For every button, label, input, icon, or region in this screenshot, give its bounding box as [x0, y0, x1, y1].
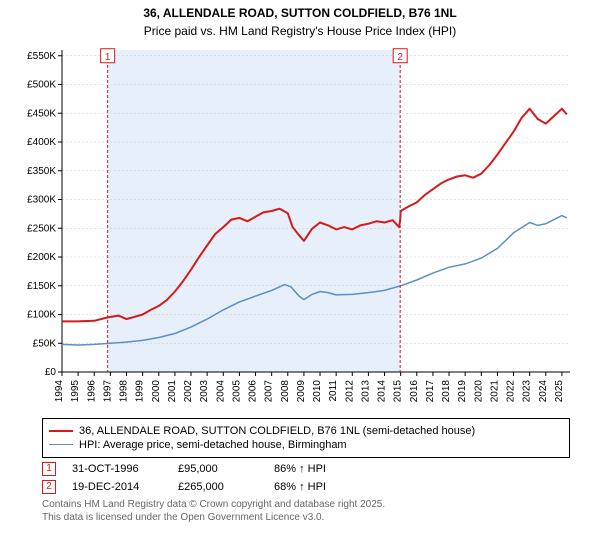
svg-text:£50K: £50K [33, 338, 57, 349]
svg-text:2001: 2001 [167, 379, 178, 402]
datapoint-marker: 1 [42, 462, 56, 476]
datapoint-marker: 2 [42, 480, 56, 494]
chart-svg: £0 £50K £100K £150K £200K £250K £300K £350K £400… [20, 42, 580, 412]
svg-text:2024: 2024 [538, 379, 549, 402]
footer-line1: Contains HM Land Registry data © Crown c… [42, 498, 570, 511]
legend-label: HPI: Average price, semi-detached house,… [79, 439, 347, 451]
footer: Contains HM Land Registry data © Crown c… [42, 498, 570, 524]
chart-container: 36, ALLENDALE ROAD, SUTTON COLDFIELD, B7… [0, 0, 600, 560]
legend-item: 36, ALLENDALE ROAD, SUTTON COLDFIELD, B7… [49, 425, 563, 437]
svg-text:2020: 2020 [473, 379, 484, 402]
svg-text:2021: 2021 [489, 379, 500, 402]
datapoint-hpi: 68% ↑ HPI [274, 481, 326, 493]
chart-title-line1: 36, ALLENDALE ROAD, SUTTON COLDFIELD, B7… [0, 0, 600, 24]
svg-text:£450K: £450K [27, 108, 56, 119]
svg-text:£100K: £100K [27, 309, 56, 320]
svg-text:2006: 2006 [248, 379, 259, 402]
svg-text:2012: 2012 [344, 379, 355, 402]
svg-text:£150K: £150K [27, 280, 56, 291]
footer-line2: This data is licensed under the Open Gov… [42, 511, 570, 524]
svg-text:2016: 2016 [409, 379, 420, 402]
legend-item: HPI: Average price, semi-detached house,… [49, 439, 563, 451]
svg-text:2004: 2004 [215, 379, 226, 402]
svg-text:1996: 1996 [86, 379, 97, 402]
svg-text:2017: 2017 [425, 379, 436, 402]
svg-text:£300K: £300K [27, 194, 56, 205]
datapoint-date: 19-DEC-2014 [72, 481, 162, 493]
legend-box: 36, ALLENDALE ROAD, SUTTON COLDFIELD, B7… [42, 418, 570, 458]
legend-swatch [49, 430, 73, 432]
svg-text:£200K: £200K [27, 252, 56, 263]
svg-text:1: 1 [105, 51, 111, 62]
datapoint-row: 2 19-DEC-2014 £265,000 68% ↑ HPI [42, 480, 570, 494]
svg-text:£500K: £500K [27, 79, 56, 90]
chart-title-line2: Price paid vs. HM Land Registry's House … [0, 24, 600, 42]
svg-text:£400K: £400K [27, 137, 56, 148]
svg-text:2008: 2008 [280, 379, 291, 402]
datapoint-price: £265,000 [178, 481, 258, 493]
svg-text:2011: 2011 [328, 379, 339, 401]
legend-label: 36, ALLENDALE ROAD, SUTTON COLDFIELD, B7… [79, 425, 475, 437]
svg-text:2: 2 [397, 51, 403, 62]
datapoint-row: 1 31-OCT-1996 £95,000 86% ↑ HPI [42, 462, 570, 476]
chart-area: £0 £50K £100K £150K £200K £250K £300K £350K £400… [20, 42, 580, 412]
svg-text:1994: 1994 [54, 379, 65, 402]
svg-text:1999: 1999 [135, 379, 146, 402]
svg-text:2009: 2009 [296, 379, 307, 402]
svg-text:2005: 2005 [231, 379, 242, 402]
datapoint-hpi: 86% ↑ HPI [274, 463, 326, 475]
svg-text:2013: 2013 [360, 379, 371, 402]
svg-text:2007: 2007 [264, 379, 275, 402]
svg-text:2003: 2003 [199, 379, 210, 402]
svg-text:£250K: £250K [27, 223, 56, 234]
svg-text:£0: £0 [45, 367, 57, 378]
legend-swatch [49, 444, 73, 446]
datapoints-table: 1 31-OCT-1996 £95,000 86% ↑ HPI 2 19-DEC-2014… [42, 462, 570, 494]
svg-text:2022: 2022 [506, 379, 517, 402]
svg-text:2014: 2014 [377, 379, 388, 402]
datapoint-price: £95,000 [178, 463, 258, 475]
svg-text:1995: 1995 [70, 379, 81, 402]
svg-text:2010: 2010 [312, 379, 323, 402]
svg-text:1997: 1997 [102, 379, 113, 402]
svg-text:2023: 2023 [522, 379, 533, 402]
datapoint-date: 31-OCT-1996 [72, 463, 162, 475]
svg-text:£550K: £550K [27, 50, 56, 61]
svg-text:2019: 2019 [457, 379, 468, 402]
svg-text:1998: 1998 [119, 379, 130, 402]
svg-text:£350K: £350K [27, 165, 56, 176]
svg-text:2015: 2015 [393, 379, 404, 402]
svg-text:2000: 2000 [151, 379, 162, 402]
svg-text:2018: 2018 [441, 379, 452, 402]
svg-text:2002: 2002 [183, 379, 194, 402]
svg-text:2025: 2025 [554, 379, 565, 402]
